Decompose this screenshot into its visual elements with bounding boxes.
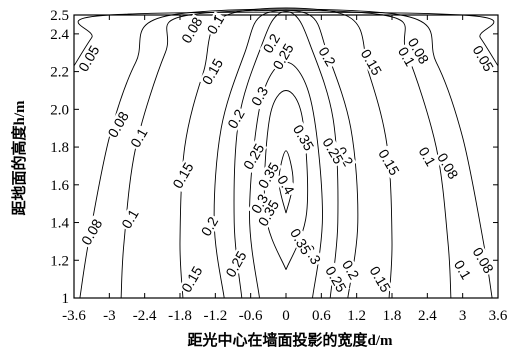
x-tick-label: 1.2 (347, 308, 366, 324)
contour-label-bg (290, 121, 318, 155)
contour-label-bg (169, 158, 197, 192)
contour-label-bg (366, 262, 394, 296)
contour-label-0.1: 0.1 (451, 257, 475, 282)
y-tick-label: 2.0 (50, 102, 69, 118)
contour-label-0.3: 0.3 (248, 84, 272, 109)
contour-label-bg (450, 256, 475, 283)
contour-label-bg (224, 105, 248, 133)
y-tick-label: 1.6 (50, 178, 69, 194)
contour-label-bg (287, 224, 315, 258)
contour-label-bg (240, 140, 268, 173)
contour-label-bg (104, 107, 132, 141)
x-axis-title: 距光中心在墙面投影的宽度d/m (187, 331, 393, 349)
contour-label-0.2: 0.2 (224, 106, 248, 131)
contour-label-bg (178, 262, 206, 296)
x-tick-label: -3 (103, 308, 116, 324)
x-axis: -3.6 -3 -2.4 -1.8 -1.2 -0.6 0 0.6 1.2 1.8 2.4 3 3.6 (62, 15, 508, 324)
contour-label-bg (254, 158, 282, 192)
contour-label-bg (404, 34, 433, 68)
contour-label-0.2: 0.2 (198, 214, 222, 239)
contour-label-bg (118, 205, 142, 233)
y-axis-title: 距地面的高度h/m (10, 100, 28, 216)
y-tick-label: 2.4 (50, 27, 69, 43)
contour-line-0.05 (73, 11, 499, 67)
contour-label-bg (274, 171, 298, 199)
x-tick-label: 0 (282, 308, 290, 324)
contour-label-bg (434, 149, 462, 183)
y-tick-label: 2.2 (50, 65, 69, 81)
x-tick-label: -3.6 (62, 308, 86, 324)
contour-label-bg (469, 243, 497, 277)
contour-label-bg (339, 256, 363, 283)
contour-label-bg (247, 190, 272, 217)
contour-label-bg (315, 43, 339, 70)
contour-label-bg (319, 134, 347, 168)
contour-label-bg (198, 55, 226, 89)
contour-line-0.25 (233, 11, 339, 299)
contour-label-bg (415, 143, 440, 170)
contour-label-bg (375, 145, 403, 179)
contour-label-bg (357, 45, 385, 79)
x-tick-label: -0.6 (239, 308, 263, 324)
contour-label-0.4: 0.4 (274, 172, 298, 197)
x-tick-label: -2.4 (133, 308, 157, 324)
contour-label-bg (322, 262, 350, 296)
y-tick-label: 1.8 (50, 140, 69, 156)
contour-label-bg (222, 247, 250, 281)
contour-label-bg (75, 41, 103, 75)
contour-label-bg (197, 213, 222, 240)
x-tick-label: 2.4 (418, 308, 437, 324)
contour-label-bg (469, 41, 497, 75)
contour-label-0.1: 0.1 (127, 125, 151, 150)
contour-label-bg (254, 196, 282, 230)
y-axis: 1 1.2 1.4 1.6 1.8 2.0 2.2 2.4 2.5 (50, 8, 498, 307)
x-tick-label: 3.6 (489, 308, 508, 324)
x-tick-label: 1.8 (383, 308, 402, 324)
contour-label-bg (203, 11, 228, 38)
y-tick-label: 1.4 (50, 216, 69, 232)
contour-label-bg (269, 40, 297, 73)
y-tick-label: 1 (62, 291, 70, 307)
contour-label-bg (259, 30, 283, 57)
y-tick-label: 2.5 (50, 8, 69, 24)
contour-label-bg (178, 13, 206, 47)
contour-label-bg (78, 215, 106, 249)
contour-label-0.1: 0.1 (118, 206, 142, 231)
contour-line-0.08 (79, 8, 493, 299)
contour-label-bg (247, 82, 272, 110)
contour-label-bg (127, 124, 151, 151)
contour-line-0.2 (213, 9, 359, 299)
x-tick-label: 0.6 (312, 308, 331, 324)
x-tick-label: -1.8 (168, 308, 192, 324)
x-tick-label: -1.2 (203, 308, 227, 324)
contour-label-bg (395, 43, 419, 70)
x-tick-label: 3 (459, 308, 467, 324)
y-tick-label: 1.2 (50, 253, 69, 269)
contour-label-0.1: 0.1 (416, 144, 440, 169)
contour-label-0.2: 0.2 (315, 44, 339, 69)
